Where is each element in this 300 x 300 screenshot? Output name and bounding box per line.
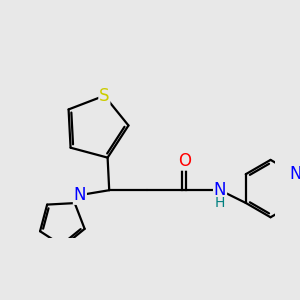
Text: S: S	[99, 87, 110, 105]
Text: O: O	[178, 152, 191, 170]
Text: N: N	[289, 165, 300, 183]
Text: H: H	[215, 196, 225, 210]
Text: N: N	[74, 186, 86, 204]
Text: N: N	[214, 181, 226, 199]
